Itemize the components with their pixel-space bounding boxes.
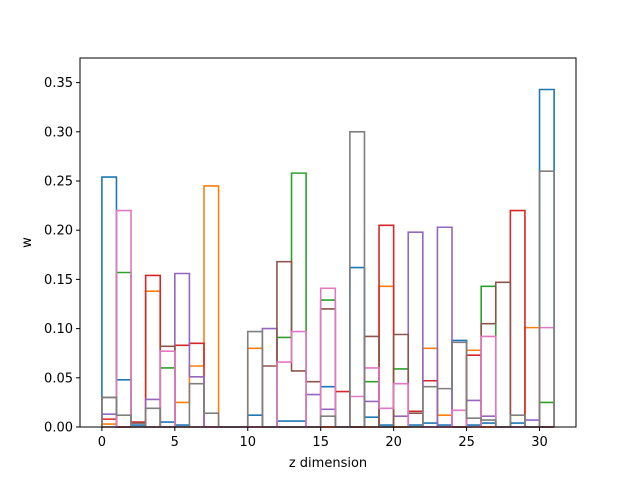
y-tick-label: 0.15	[44, 273, 73, 288]
x-tick-label: 5	[171, 435, 179, 450]
y-tick-label: 0.10	[44, 322, 73, 337]
y-tick-label: 0.25	[44, 175, 73, 190]
x-tick-label: 15	[312, 435, 329, 450]
x-tick-label: 30	[531, 435, 548, 450]
y-tick-label: 0.00	[44, 421, 73, 436]
x-tick-label: 20	[385, 435, 402, 450]
y-axis-ticks: 0.00 0.05 0.10 0.15 0.20 0.25 0.30 0.35	[44, 76, 80, 436]
y-axis-label: w	[20, 237, 35, 248]
x-tick-label: 0	[98, 435, 106, 450]
plot-frame	[79, 57, 577, 428]
x-axis-label: z dimension	[289, 456, 367, 471]
x-tick-label: 25	[458, 435, 475, 450]
y-tick-label: 0.35	[44, 76, 73, 91]
y-tick-label: 0.30	[44, 125, 73, 140]
y-tick-label: 0.05	[44, 371, 73, 386]
x-axis-ticks: 0 5 10 15 20 25 30	[98, 427, 548, 450]
x-tick-label: 10	[239, 435, 256, 450]
y-tick-label: 0.20	[44, 224, 73, 239]
